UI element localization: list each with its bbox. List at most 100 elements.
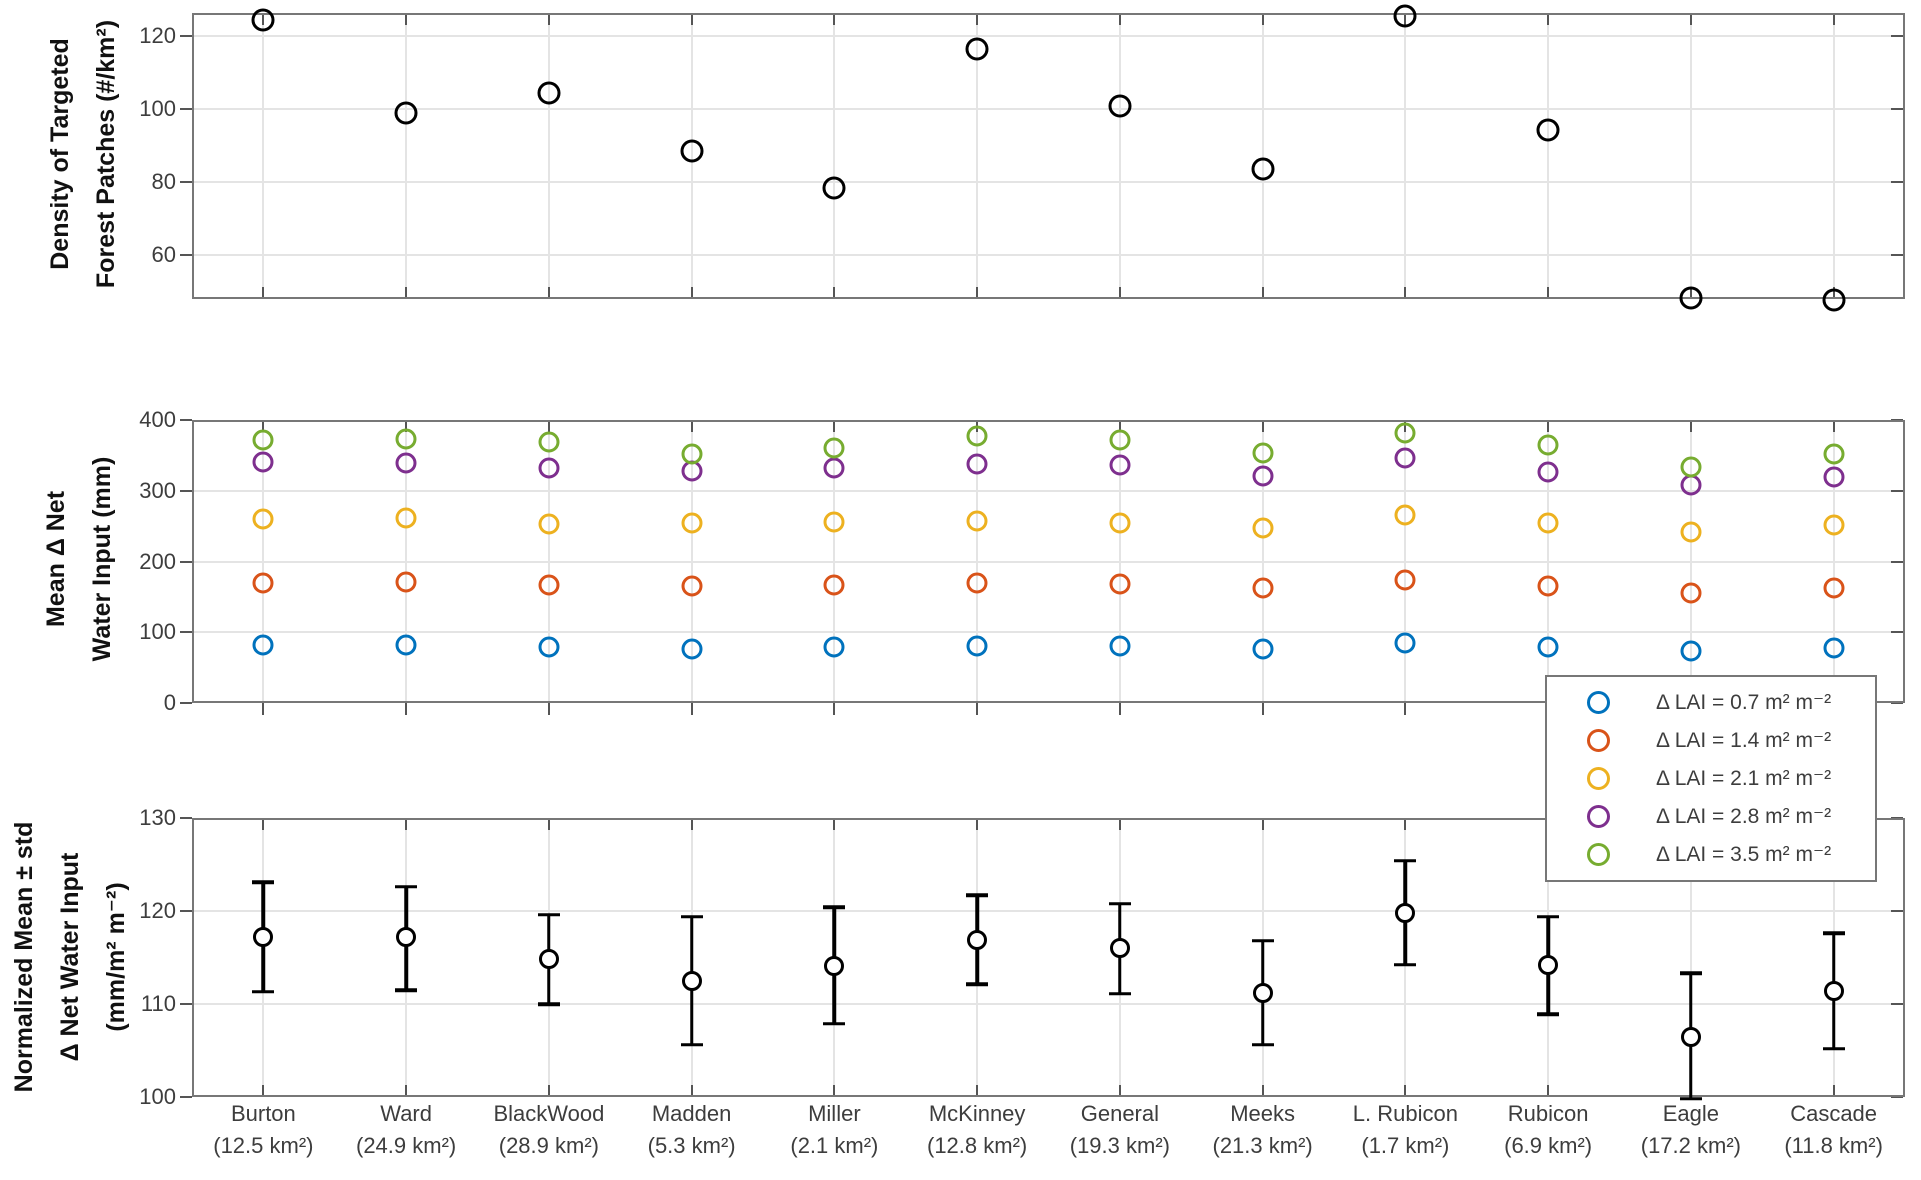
x-category-name: Cascade <box>1790 1101 1878 1126</box>
x-tick-mark-bottom <box>405 703 408 715</box>
y-tick-label: 100 <box>139 95 176 121</box>
errorbar-cap-upper <box>537 912 560 917</box>
errorbar-cap-lower <box>252 990 275 994</box>
water-input-point <box>1394 422 1416 444</box>
water-input-point <box>1394 569 1416 591</box>
y-tick-mark-left <box>180 1003 192 1005</box>
water-input-point <box>823 511 845 533</box>
legend-marker-circle <box>1587 728 1610 752</box>
x-tick-mark-top <box>690 13 693 25</box>
lai-legend: Δ LAI = 0.7 m² m⁻² Δ LAI = 1.4 m² m⁻² Δ LA… <box>1545 675 1877 882</box>
y-tick-mark-left <box>180 1096 192 1098</box>
x-tick-mark-top <box>547 420 550 432</box>
errorbar-cap-upper <box>1679 971 1702 976</box>
water-input-point <box>1109 512 1131 534</box>
x-tick-mark-top <box>976 818 979 830</box>
water-input-point <box>252 508 274 530</box>
x-tick-mark-top <box>1832 13 1835 25</box>
x-category-name: BlackWood <box>493 1101 605 1126</box>
water-input-point <box>1252 577 1274 599</box>
horizontal-gridline <box>192 1003 1905 1005</box>
water-input-point <box>252 572 274 594</box>
x-tick-mark-bottom <box>405 287 408 299</box>
x-tick-mark-bottom <box>976 703 979 715</box>
horizontal-gridline <box>192 180 1905 183</box>
errorbar-cap-upper <box>966 893 989 897</box>
x-category-name: Burton <box>230 1101 296 1126</box>
x-tick-mark-top <box>547 13 550 25</box>
errorbar-cap-upper <box>680 914 703 919</box>
water-input-point <box>1252 442 1274 464</box>
vertical-gridline <box>833 13 836 299</box>
vertical-gridline <box>1689 13 1692 299</box>
x-tick-mark-bottom <box>1261 703 1264 715</box>
x-tick-mark-bottom <box>833 703 836 715</box>
errorbar-mean-point <box>1538 954 1559 975</box>
x-tick-mark-top <box>262 818 265 830</box>
water-input-point <box>823 457 845 479</box>
y-tick-mark-left <box>180 180 192 183</box>
density-point <box>1108 94 1132 118</box>
errorbar-mean-point <box>1680 1026 1701 1047</box>
errorbar-cap-lower <box>395 988 418 992</box>
x-tick-mark-top <box>405 13 408 25</box>
x-tick-mark-bottom <box>1118 287 1121 299</box>
y-tick-label: 0 <box>163 690 176 715</box>
legend-item-label: Δ LAI = 0.7 m² m⁻² <box>1656 690 1832 714</box>
y-tick-mark-right <box>1891 1003 1903 1005</box>
horizontal-gridline <box>192 489 1905 492</box>
water-input-point <box>966 510 988 532</box>
water-input-point <box>395 507 417 529</box>
x-tick-mark-top <box>262 420 265 432</box>
vertical-gridline <box>405 13 408 299</box>
y-tick-mark-left <box>180 910 192 912</box>
errorbar-cap-upper <box>1394 859 1417 863</box>
errorbar-mean-point <box>967 929 988 950</box>
y-tick-mark-right <box>1891 180 1903 183</box>
panel-frame-mean-water-input <box>192 420 1905 703</box>
x-tick-mark-top <box>547 818 550 830</box>
density-point <box>537 81 561 105</box>
vertical-gridline <box>976 13 979 299</box>
y-tick-mark-right <box>1891 910 1903 912</box>
water-input-point <box>1537 434 1559 456</box>
errorbar-cap-lower <box>966 982 989 987</box>
water-input-point <box>538 636 560 658</box>
errorbar-cap-upper <box>823 905 846 910</box>
x-category-area: (21.3 km²) <box>1212 1133 1313 1158</box>
x-category-area: (2.1 km²) <box>790 1133 879 1158</box>
y-tick-mark-left <box>180 34 192 37</box>
x-tick-mark-bottom <box>1547 287 1550 299</box>
errorbar-cap-lower <box>1822 1046 1845 1051</box>
water-input-point <box>395 634 417 656</box>
water-input-point <box>252 451 274 473</box>
legend-item-label: Δ LAI = 3.5 m² m⁻² <box>1656 843 1832 867</box>
y-tick-label: 200 <box>139 548 176 574</box>
x-tick-mark-bottom <box>262 703 265 715</box>
y-tick-label: 100 <box>139 619 176 645</box>
errorbar-cap-upper <box>395 885 418 889</box>
water-input-point <box>252 634 274 656</box>
x-tick-mark-top <box>833 13 836 25</box>
vertical-gridline <box>1547 13 1550 299</box>
errorbar-cap-lower <box>1394 963 1417 967</box>
x-category-area: (11.8 km²) <box>1784 1133 1883 1158</box>
errorbar-cap-upper <box>252 880 275 884</box>
density-point <box>251 8 275 32</box>
legend-item: Δ LAI = 2.1 m² m⁻² <box>1547 766 1875 791</box>
x-tick-mark-bottom <box>690 1085 693 1097</box>
errorbar-mean-point <box>538 949 559 970</box>
x-tick-mark-top <box>833 818 836 830</box>
errorbar-cap-lower <box>1108 992 1131 996</box>
x-tick-mark-bottom <box>1404 287 1407 299</box>
water-input-point <box>823 574 845 596</box>
y-tick-label: 110 <box>140 991 176 1016</box>
x-category-area: (24.9 km²) <box>356 1133 457 1158</box>
water-input-point <box>1823 466 1845 488</box>
x-tick-mark-bottom <box>1832 1085 1835 1097</box>
errorbar-mean-point <box>396 927 417 948</box>
water-input-point <box>681 638 703 660</box>
water-input-point <box>1394 632 1416 654</box>
y-tick-mark-left <box>180 702 192 704</box>
